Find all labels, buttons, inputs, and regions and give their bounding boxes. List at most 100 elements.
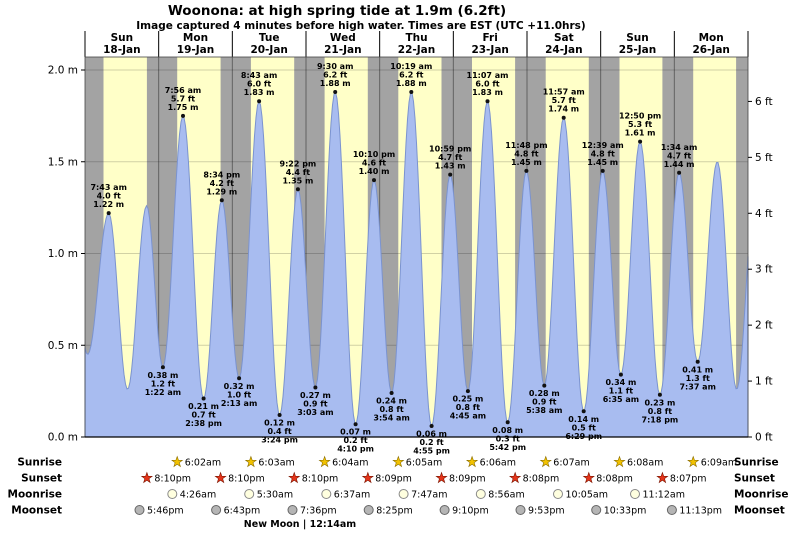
svg-text:0.25 m: 0.25 m [452, 395, 483, 404]
tide-point [429, 424, 434, 428]
svg-text:1.29 m: 1.29 m [206, 187, 237, 196]
day-date-label: 24-Jan [545, 44, 582, 56]
day-date-label: 26-Jan [692, 44, 729, 56]
svg-text:7:37 am: 7:37 am [679, 382, 715, 391]
svg-text:3:54 am: 3:54 am [373, 414, 409, 423]
svg-text:8:43 am: 8:43 am [241, 71, 277, 80]
svg-text:1.44 m: 1.44 m [664, 160, 695, 169]
sunset-star-icon [582, 471, 595, 484]
svg-text:1.40 m: 1.40 m [359, 167, 390, 176]
low-tide-label: 0.28 m0.9 ft5:38 am [526, 389, 562, 415]
tide-point [448, 172, 453, 177]
high-tide-label: 11:57 am5.7 ft1.74 m [543, 88, 585, 114]
svg-text:4:45 am: 4:45 am [450, 412, 486, 421]
svg-text:4.8 ft: 4.8 ft [514, 149, 538, 158]
svg-text:0.28 m: 0.28 m [529, 389, 560, 398]
svg-text:11:48 pm: 11:48 pm [505, 141, 547, 150]
svg-text:1.2 ft: 1.2 ft [151, 379, 175, 388]
svg-text:9:30 am: 9:30 am [317, 62, 353, 71]
tide-point [581, 409, 586, 414]
svg-text:3:03 am: 3:03 am [297, 408, 333, 417]
svg-text:7:18 pm: 7:18 pm [642, 415, 679, 424]
svg-text:1.83 m: 1.83 m [472, 88, 503, 97]
svg-text:0.12 m: 0.12 m [264, 419, 295, 428]
tide-point [561, 115, 566, 120]
high-tide-label: 10:10 pm4.6 ft1.40 m [353, 150, 395, 176]
svg-text:5.3 ft: 5.3 ft [628, 120, 652, 129]
moonset-moon-icon [211, 505, 222, 515]
svg-text:4.7 ft: 4.7 ft [438, 153, 462, 162]
day-date-label: 21-Jan [324, 44, 361, 56]
day-date-label: 18-Jan [103, 44, 140, 56]
day-date-label: 25-Jan [619, 44, 656, 56]
svg-text:0.2 ft: 0.2 ft [419, 438, 443, 447]
y-tick-label-left: 1.5 m [48, 156, 78, 168]
moonrise-moon-icon [167, 489, 178, 499]
svg-text:1.3 ft: 1.3 ft [686, 374, 710, 383]
svg-text:5.7 ft: 5.7 ft [552, 96, 576, 105]
sunrise-time: 6:07am [553, 458, 589, 469]
tide-point [257, 99, 262, 104]
moonrise-time: 6:37am [334, 490, 370, 501]
sunset-star-icon [214, 471, 227, 484]
sunset-time: 8:09pm [449, 474, 486, 485]
svg-text:4.2 ft: 4.2 ft [210, 179, 234, 188]
svg-text:5:38 am: 5:38 am [526, 406, 562, 415]
day-date-label: 22-Jan [398, 44, 435, 56]
tide-point [600, 168, 605, 173]
sunrise-star-icon [392, 455, 405, 468]
svg-text:4.0 ft: 4.0 ft [97, 192, 121, 201]
svg-text:0.8 ft: 0.8 ft [456, 403, 480, 412]
svg-text:1.43 m: 1.43 m [435, 162, 466, 171]
svg-text:0.41 m: 0.41 m [682, 365, 713, 374]
high-tide-label: 1:34 am4.7 ft1.44 m [661, 143, 697, 169]
sunrise-star-icon [244, 455, 257, 468]
tide-point [638, 139, 643, 144]
moonset-moon-icon [287, 505, 298, 515]
high-tide-label: 9:30 am6.2 ft1.88 m [317, 62, 353, 88]
moonrise-time: 8:56am [488, 490, 524, 501]
high-tide-label: 8:34 pm4.2 ft1.29 m [203, 170, 240, 196]
svg-text:0.9 ft: 0.9 ft [303, 400, 327, 409]
y-tick-label-left: 2.0 m [48, 65, 78, 77]
low-tide-label: 0.25 m0.8 ft4:45 am [450, 395, 486, 421]
tide-point [524, 168, 529, 173]
sunset-row-label-left: Sunset [21, 473, 62, 485]
svg-text:6:35 am: 6:35 am [603, 395, 639, 404]
sunset-time: 8:07pm [670, 474, 707, 485]
moonset-row-label-right: Moonset [734, 505, 785, 517]
low-tide-label: 0.24 m0.8 ft3:54 am [373, 397, 409, 423]
tide-point [201, 396, 206, 401]
day-label: Mon [183, 32, 208, 44]
svg-text:0.23 m: 0.23 m [644, 398, 675, 407]
sunset-row-label-right: Sunset [734, 473, 775, 485]
moonrise-time: 5:30am [257, 490, 293, 501]
svg-text:1.74 m: 1.74 m [548, 105, 579, 114]
low-tide-label: 0.34 m1.1 ft6:35 am [603, 378, 639, 404]
svg-text:0.14 m: 0.14 m [568, 415, 599, 424]
sunset-time: 8:10pm [228, 474, 265, 485]
y-tick-label-right: 4 ft [755, 208, 773, 220]
tide-point [677, 170, 682, 175]
svg-text:0.8 ft: 0.8 ft [379, 405, 403, 414]
tide-point [277, 413, 282, 417]
moonset-time: 9:53pm [528, 506, 565, 517]
tide-point [505, 420, 510, 425]
moonset-time: 7:36pm [300, 506, 337, 517]
svg-text:4.6 ft: 4.6 ft [362, 159, 386, 168]
high-tide-label: 12:50 pm5.3 ft1.61 m [619, 112, 661, 138]
day-label: Sun [626, 32, 649, 44]
svg-text:6.2 ft: 6.2 ft [399, 71, 423, 80]
day-label: Mon [699, 32, 724, 44]
sunset-time: 8:09pm [375, 474, 412, 485]
new-moon-label: New Moon | 12:14am [244, 519, 356, 530]
moonset-time: 11:13pm [679, 506, 722, 517]
svg-text:0.32 m: 0.32 m [224, 382, 255, 391]
svg-text:0.21 m: 0.21 m [188, 402, 219, 411]
sunrise-time: 6:09am [701, 458, 737, 469]
sunrise-star-icon [687, 455, 700, 468]
low-tide-label: 0.41 m1.3 ft7:37 am [679, 365, 715, 391]
sunrise-time: 6:02am [185, 458, 221, 469]
svg-text:12:50 pm: 12:50 pm [619, 112, 661, 121]
moonrise-moon-icon [398, 489, 409, 499]
